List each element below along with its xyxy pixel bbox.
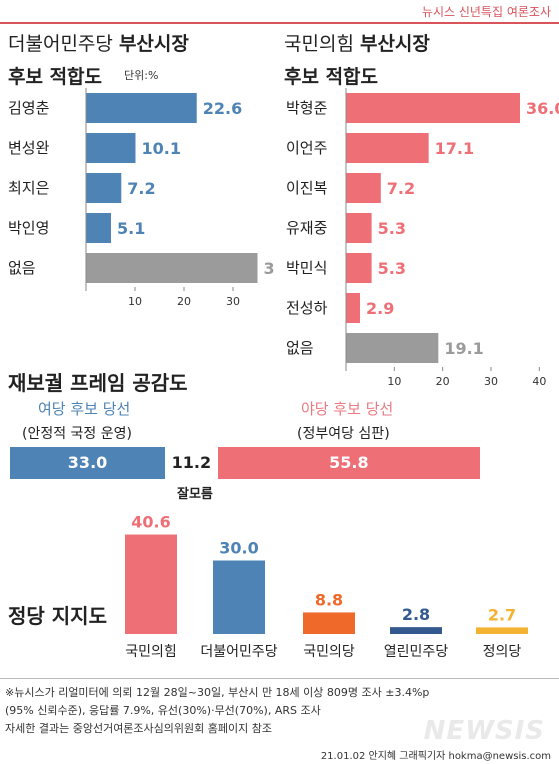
ppp-value-3: 5.3 (378, 219, 406, 238)
party-value-3: 2.8 (402, 605, 430, 624)
frame-bar-ruling: 33.0 (10, 447, 166, 479)
party-support-chart: 40.6 국민의힘 30.0 더불어민주당 8.8 국민의당 2.8 열린민주당 2.7 정의당 (125, 513, 528, 660)
frame-right-label: 야당 후보 당선 (301, 400, 394, 418)
ppp-value-4: 5.3 (378, 259, 406, 278)
ppp-value-5: 2.9 (366, 299, 394, 318)
dem-tick-1: 20 (177, 295, 191, 308)
ppp-label-2: 이진복 (286, 179, 327, 197)
dem-chart-subtitle: 후보 적합도 (8, 66, 103, 88)
party-label-3: 열린민주당 (384, 644, 449, 660)
ppp-label-0: 박형준 (286, 99, 328, 117)
ppp-bar-1 (346, 133, 429, 163)
party-label-0: 국민의힘 (125, 644, 177, 660)
ppp-value-1: 17.1 (435, 139, 474, 158)
ppp-value-6: 19.1 (444, 339, 483, 358)
dem-title-bold: 부산시장 (118, 33, 189, 55)
dem-bar-1 (86, 133, 136, 163)
dem-value-1: 10.1 (141, 139, 180, 158)
party-label-1: 더불어민주당 (200, 644, 277, 660)
ppp-label-4: 박민식 (286, 259, 327, 277)
party-value-0: 40.6 (131, 513, 170, 532)
party-value-2: 8.8 (315, 590, 343, 609)
frame-title: 재보궐 프레임 공감도 (8, 371, 188, 395)
dem-candidate-chart: 김영춘 22.6 변성완 10.1 최지은 7.2 박인영 5.1 없음 35.0 10 20 30 (8, 88, 276, 308)
party-bar-4 (476, 627, 528, 634)
ppp-value-0: 36.0 (526, 99, 559, 118)
frame-bar-ruling-value: 33.0 (67, 453, 108, 472)
party-label-4: 정의당 (483, 644, 522, 660)
survey-note-2: (95% 신뢰수준), 응답률 7.9%, 유선(30%)·무선(70%), A… (5, 704, 321, 717)
dem-tick-0: 10 (128, 295, 142, 308)
ppp-label-3: 유재중 (286, 219, 327, 237)
frame-right-sub: (정부여당 심판) (297, 426, 390, 442)
party-value-4: 2.7 (488, 605, 516, 624)
ppp-label-5: 전성하 (286, 299, 328, 317)
party-bar-2 (303, 612, 355, 634)
party-bar-1 (213, 560, 265, 634)
dem-chart-unit: 단위:% (124, 69, 159, 82)
party-value-1: 30.0 (219, 539, 258, 558)
ppp-chart-subtitle: 후보 적합도 (284, 66, 379, 88)
ppp-candidate-chart: 박형준 36.0 이언주 17.1 이진복 7.2 유재중 5.3 박민식 5.3 전성하 2.9 없음… (286, 88, 559, 388)
dem-bar-2 (86, 173, 122, 203)
ppp-title-bold: 부산시장 (359, 33, 430, 55)
ppp-bar-2 (346, 173, 381, 203)
dem-label-4: 없음 (8, 259, 36, 277)
dem-bar-4 (86, 253, 258, 283)
dem-value-3: 5.1 (117, 219, 145, 238)
survey-note-3: 자세한 결과는 중앙선거여론조사심의위원회 홈페이지 참조 (5, 722, 272, 735)
ppp-value-2: 7.2 (387, 179, 415, 198)
header-divider (0, 22, 559, 24)
dem-label-2: 최지은 (8, 179, 49, 197)
dem-value-2: 7.2 (127, 179, 155, 198)
dem-value-4: 35.0 (264, 259, 276, 278)
dem-bar-3 (86, 213, 111, 243)
dem-label-0: 김영춘 (8, 99, 50, 117)
ppp-tick-2: 30 (484, 375, 498, 388)
dem-chart-title: 더불어민주당 부산시장 (8, 32, 189, 57)
frame-bar-unknown: 11.2 (165, 447, 218, 479)
frame-bar-opposition: 55.8 (217, 447, 480, 479)
notes-divider (0, 678, 559, 679)
frame-left-label: 여당 후보 당선 (38, 400, 131, 418)
dem-value-0: 22.6 (203, 99, 242, 118)
dem-tick-2: 30 (226, 295, 240, 308)
party-label-2: 국민의당 (303, 644, 355, 660)
party-support-title: 정당 지지도 (8, 604, 107, 628)
ppp-tick-0: 10 (387, 375, 401, 388)
party-bar-3 (390, 627, 442, 634)
party-bar-0 (125, 534, 177, 634)
frame-bar-opposition-value: 55.8 (329, 453, 369, 472)
ppp-bar-6 (346, 333, 439, 363)
dem-label-3: 박인영 (8, 219, 49, 237)
dem-label-1: 변성완 (8, 139, 50, 157)
frame-unknown-label: 잘모름 (177, 487, 213, 502)
ppp-chart-title: 국민의힘 부산시장 (284, 32, 430, 57)
frame-left-sub: (안정적 국정 운영) (22, 426, 132, 442)
graphic-credit: 21.01.02 안지혜 그래픽기자 hokma@newsis.com (320, 751, 551, 762)
ppp-bar-0 (346, 93, 520, 123)
ppp-label-1: 이언주 (286, 139, 327, 157)
survey-note-1: ※뉴시스가 리얼미터에 의뢰 12월 28일~30일, 부산시 만 18세 이상… (5, 686, 430, 699)
newsis-logo: NEWSIS (423, 716, 545, 746)
header-tag: 뉴시스 신년특집 여론조사 (421, 5, 551, 19)
ppp-tick-1: 20 (436, 375, 450, 388)
dem-title-party: 더불어민주당 (8, 33, 113, 55)
ppp-bar-3 (346, 213, 372, 243)
ppp-bar-5 (346, 293, 361, 323)
dem-bar-0 (86, 93, 197, 123)
ppp-bar-4 (346, 253, 372, 283)
frame-bar-unknown-value: 11.2 (171, 453, 212, 472)
ppp-tick-3: 40 (532, 375, 546, 388)
ppp-title-party: 국민의힘 (284, 33, 354, 55)
ppp-label-6: 없음 (286, 339, 314, 357)
